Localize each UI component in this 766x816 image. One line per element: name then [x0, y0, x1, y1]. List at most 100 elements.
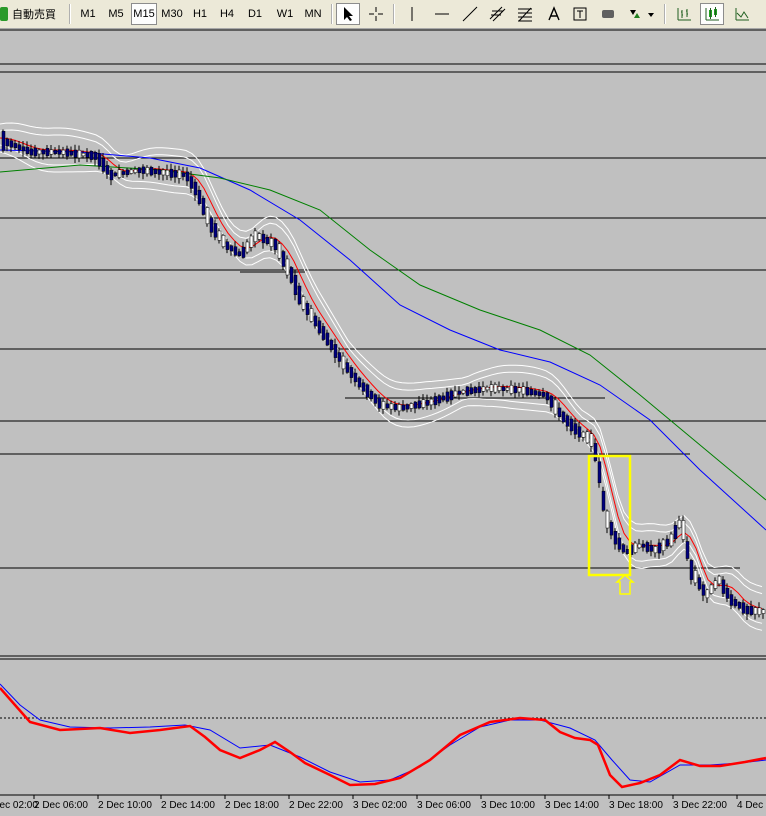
- candle-body: [293, 274, 298, 296]
- candle-body: [445, 391, 450, 402]
- toolbar: 自動売買 M1 M5 M15 M30 H1 H4 D1 W1 MN: [0, 0, 766, 29]
- arrows-tool-button[interactable]: [626, 3, 658, 25]
- candle-body: [481, 386, 486, 392]
- line-chart-button[interactable]: [730, 3, 754, 25]
- candle-body: [453, 390, 458, 398]
- candle-body: [337, 352, 342, 362]
- candle-chart-button[interactable]: [700, 3, 724, 25]
- candle-body: [721, 579, 726, 594]
- rectangle-tool-button[interactable]: [596, 3, 620, 25]
- candle-body: [341, 355, 346, 370]
- auto-trade-button[interactable]: 自動売買: [0, 3, 66, 25]
- candle-body: [53, 150, 58, 154]
- fibonacci-tool-button[interactable]: [514, 3, 538, 25]
- candle-body: [709, 584, 714, 594]
- candle-body: [177, 169, 182, 179]
- candle-body: [109, 169, 114, 181]
- auto-trade-icon: [0, 7, 8, 21]
- candle-body: [441, 395, 446, 401]
- time-axis-label: 3 Dec 10:00: [481, 800, 535, 811]
- text-tool-button[interactable]: [542, 3, 566, 25]
- candle-body: [713, 580, 718, 589]
- candle-body: [761, 609, 766, 614]
- timeframe-h1-button[interactable]: H1: [192, 8, 208, 20]
- timeframe-m5-button[interactable]: M5: [108, 8, 124, 20]
- candle-body: [533, 390, 538, 396]
- candle-body: [169, 168, 174, 178]
- candle-body: [161, 169, 166, 176]
- time-axis-label: 3 Dec 22:00: [673, 800, 727, 811]
- time-axis-label: 2 Dec 14:00: [161, 800, 215, 811]
- time-axis-label: 3 Dec 18:00: [609, 800, 663, 811]
- candle-body: [501, 386, 506, 391]
- candle-body: [729, 594, 734, 606]
- candle-body: [69, 150, 74, 156]
- time-axis-label: 4 Dec 02:00: [737, 800, 766, 811]
- horizontal-line-tool-button[interactable]: [430, 3, 454, 25]
- candle-body: [681, 520, 686, 540]
- timeframe-m15-button[interactable]: M15: [131, 3, 157, 25]
- candle-body: [285, 258, 290, 276]
- candle-body: [357, 377, 362, 388]
- arrows-dropdown-icon: [630, 10, 654, 18]
- candle-body: [81, 152, 86, 157]
- candle-body: [297, 285, 302, 305]
- candle-body: [17, 144, 22, 150]
- candle-body: [401, 404, 406, 411]
- vertical-line-tool-button[interactable]: [400, 3, 424, 25]
- time-axis-label: 2 Dec 22:00: [289, 800, 343, 811]
- candle-body: [269, 238, 274, 247]
- toolbar-separator: [331, 4, 333, 24]
- cursor-tool-button[interactable]: [336, 3, 360, 25]
- timeframe-d1-button[interactable]: D1: [247, 8, 263, 20]
- candle-body: [173, 170, 178, 178]
- candle-body: [429, 398, 434, 406]
- candle-body: [509, 384, 514, 394]
- candle-body: [149, 166, 154, 176]
- candle-body: [261, 233, 266, 244]
- candle-body: [141, 166, 146, 174]
- timeframe-h4-button[interactable]: H4: [219, 8, 235, 20]
- candle-body: [165, 169, 170, 176]
- candle-body: [685, 541, 690, 559]
- candle-body: [421, 399, 426, 408]
- trendline-tool-button[interactable]: [458, 3, 482, 25]
- candle-body: [389, 403, 394, 410]
- candle-body: [353, 372, 358, 383]
- moving-average-slow: [0, 164, 766, 501]
- channel-icon: [489, 6, 506, 22]
- timeframe-w1-button[interactable]: W1: [276, 8, 294, 20]
- candle-body: [373, 394, 378, 404]
- bar-chart-button[interactable]: [672, 3, 696, 25]
- candle-body: [277, 243, 282, 259]
- vertical-line-icon: [411, 7, 413, 21]
- candle-body: [229, 245, 234, 252]
- candle-body: [549, 395, 554, 408]
- candle-body: [105, 165, 110, 175]
- timeframe-mn-button[interactable]: MN: [304, 8, 322, 20]
- candle-body: [653, 546, 658, 554]
- candle-body: [725, 587, 730, 599]
- candle-body: [153, 169, 158, 174]
- candle-body: [409, 403, 414, 409]
- candle-body: [1, 130, 6, 151]
- candle-body: [289, 267, 294, 283]
- timeframe-m30-button[interactable]: M30: [161, 8, 183, 20]
- candle-body: [609, 521, 614, 536]
- candle-body: [253, 230, 258, 242]
- candle-body: [569, 418, 574, 432]
- crosshair-tool-button[interactable]: [364, 3, 388, 25]
- candle-body: [689, 560, 694, 580]
- candle-body: [57, 149, 62, 155]
- candle-body: [705, 589, 710, 599]
- price-chart[interactable]: 2 Dec 02:002 Dec 06:00 2 Dec 10:00 2 Dec 1…: [0, 29, 766, 816]
- trendline-icon: [462, 6, 478, 22]
- candle-body: [613, 531, 618, 545]
- label-tool-button[interactable]: [568, 3, 592, 25]
- time-axis-label: 2 Dec 06:00: [34, 800, 88, 811]
- candle-body: [5, 138, 10, 147]
- channel-tool-button[interactable]: [486, 3, 510, 25]
- candle-body: [273, 238, 278, 251]
- timeframe-m1-button[interactable]: M1: [80, 8, 96, 20]
- candle-body: [137, 167, 142, 174]
